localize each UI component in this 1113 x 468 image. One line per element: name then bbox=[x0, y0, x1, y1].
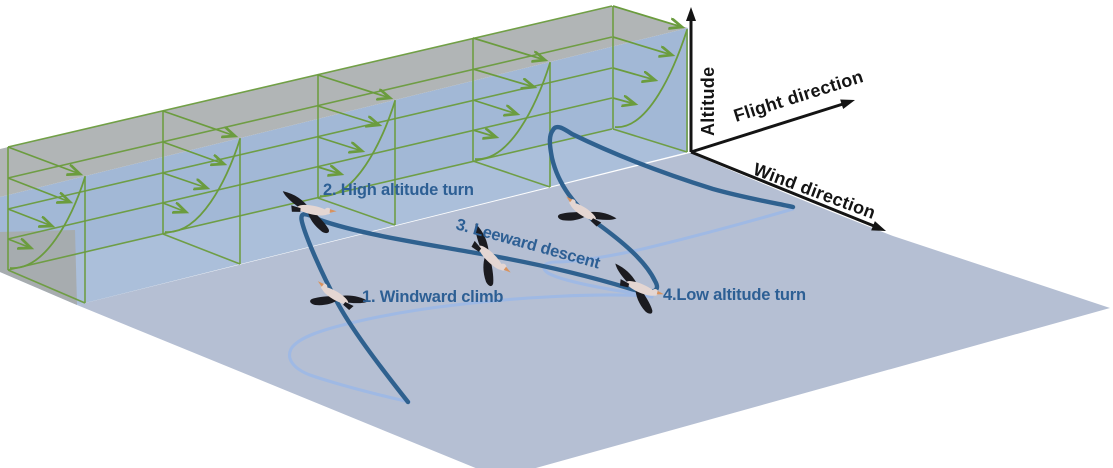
wind-profile-box bbox=[612, 5, 688, 153]
altitude-axis-arrow-icon bbox=[686, 7, 696, 21]
wind-profile-box bbox=[162, 110, 241, 265]
phase-label-low-altitude-turn: 4.Low altitude turn bbox=[663, 286, 806, 304]
wind-profile-box bbox=[7, 146, 86, 304]
sea-surface bbox=[77, 153, 1110, 468]
flight-axis-arrow-icon bbox=[840, 99, 855, 109]
wind-profile-box bbox=[472, 37, 551, 188]
flight-path-sea-level bbox=[288, 207, 795, 404]
wind-profile-grid bbox=[7, 5, 613, 271]
altitude-axis bbox=[686, 7, 696, 152]
wall-top-face bbox=[0, 6, 688, 197]
flight-direction-axis bbox=[690, 99, 855, 154]
flight-path-3d bbox=[299, 124, 796, 405]
wall-lower-band bbox=[0, 129, 688, 305]
wind-profile-box bbox=[317, 74, 396, 226]
altitude-axis-label: Altitude bbox=[698, 67, 718, 136]
phase-label-high-altitude-turn: 2. High altitude turn bbox=[323, 181, 474, 199]
wind-direction-axis bbox=[690, 150, 886, 231]
wind-axis-arrow-icon bbox=[871, 221, 886, 231]
phase-label-windward-climb: 1. Windward climb bbox=[362, 288, 503, 306]
